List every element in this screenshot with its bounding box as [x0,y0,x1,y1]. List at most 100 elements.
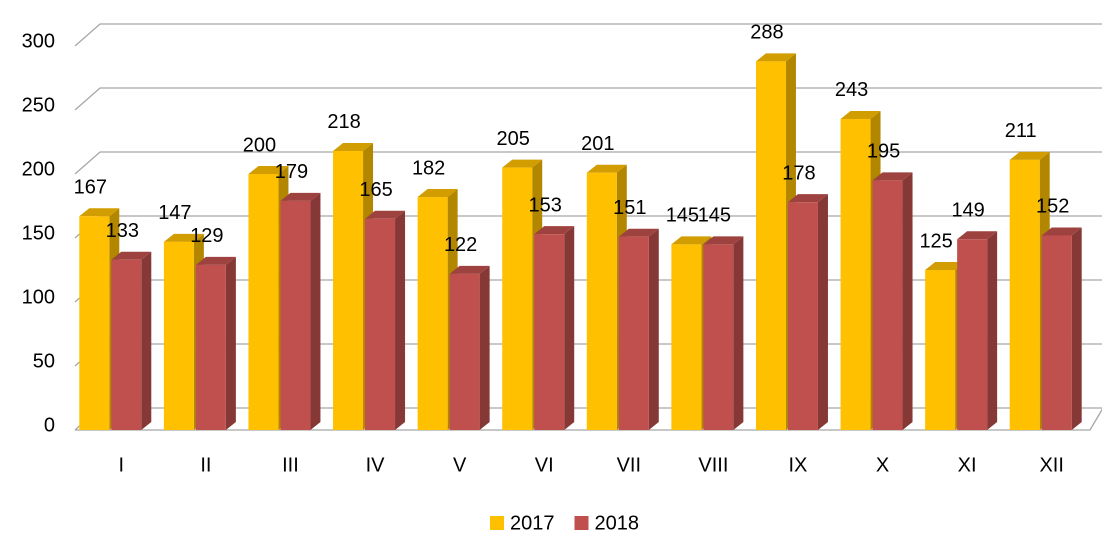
x-tick-label: III [282,454,299,476]
x-tick-label: V [453,454,467,476]
bar [872,180,903,430]
bar-top [618,228,659,237]
bar-top [449,265,490,274]
bar [333,150,364,430]
bar [417,197,448,430]
bar-top [195,256,236,265]
y-tick-label: 250 [22,94,55,116]
bar [586,172,617,430]
data-label: 211 [1005,120,1037,142]
bar-top [1041,227,1082,236]
data-label: 205 [497,128,530,150]
bar [111,259,142,430]
x-tick-label: I [119,454,125,476]
bar-side [987,231,998,430]
grid-line [74,151,1102,175]
bar-top [586,164,627,173]
bar [79,216,110,430]
y-tick-label: 300 [22,30,55,52]
bar-top [703,236,744,245]
bar-top [502,159,543,168]
data-label: 145 [666,205,699,227]
data-label: 151 [613,197,646,219]
bar [195,264,226,430]
data-label: 152 [1036,196,1069,218]
bar-side [225,256,236,430]
bar-top [755,53,796,62]
x-tick-label: VIII [698,454,728,476]
y-tick-label: 50 [33,350,55,372]
data-label: 145 [698,205,731,227]
bar-side [1071,227,1082,430]
legend-label: 2018 [595,512,640,534]
bar-side [141,251,152,430]
bar-top [280,192,321,201]
legend-label: 2017 [510,512,555,534]
bar [703,244,734,430]
bar-side [479,265,490,430]
bar [248,174,279,430]
bar [280,200,311,430]
x-tick-label: VI [535,454,554,476]
bar-top [925,262,966,270]
legend-swatch [574,516,589,530]
bar-top [365,210,406,219]
bar-top [333,142,374,151]
bar [671,244,702,430]
x-tick-label: II [200,454,211,476]
bar [1009,159,1040,431]
legend-swatch [490,516,504,530]
bar [449,273,480,430]
data-label: 133 [106,220,139,242]
data-label: 125 [919,230,952,252]
bar-top [163,233,204,242]
data-label: 153 [529,194,562,216]
bar-top [671,236,712,245]
data-label: 149 [951,200,984,222]
bar-top [111,251,152,260]
bar [534,234,565,430]
bar [957,239,988,430]
x-tick-label: X [876,454,889,476]
bar [502,167,533,430]
bar-side [817,194,828,430]
bar [787,202,818,430]
bar-top [248,166,289,174]
bar-side [902,172,913,430]
x-tick-label: VII [617,454,641,476]
data-label: 243 [835,79,868,101]
bar [365,218,396,430]
data-label: 147 [158,202,191,224]
data-label: 167 [74,177,107,199]
bar [840,118,871,431]
bar [618,236,649,430]
bar-top [79,208,120,217]
grid-line [74,23,1102,47]
bar [925,270,956,430]
data-label: 200 [243,134,276,156]
bar-top [417,189,458,198]
bar-top [1009,151,1050,160]
bar-top [534,226,575,235]
y-tick-label: 200 [22,158,55,180]
y-tick-label: 0 [44,414,55,436]
data-label: 218 [327,111,360,133]
data-label: 182 [412,157,445,179]
grid-line [74,87,1102,111]
y-tick-label: 150 [22,222,55,244]
bar-side [564,226,575,430]
y-tick-label: 100 [22,286,55,308]
x-tick-label: XI [958,454,977,476]
x-tick-label: IV [366,454,386,476]
data-label: 201 [581,133,614,155]
bar-top [872,172,913,181]
data-label: 288 [750,22,783,44]
data-label: 179 [275,161,308,183]
bar-top [840,110,881,119]
bar-side [733,236,744,430]
bar-top [957,231,998,240]
bar-side [648,228,659,430]
bar [163,241,194,430]
